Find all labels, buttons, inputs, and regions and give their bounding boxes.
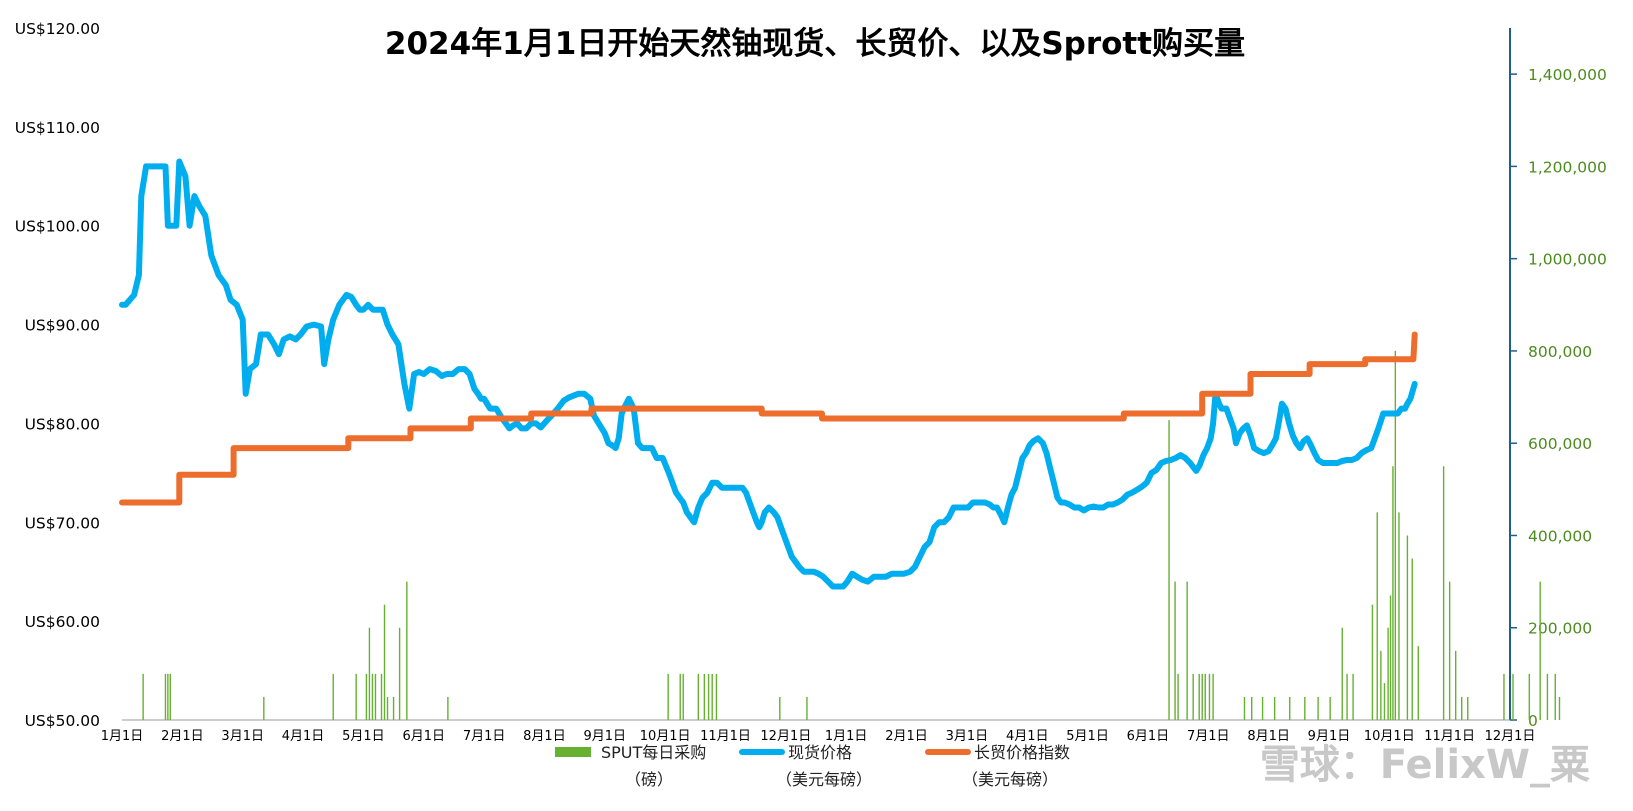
x-tick-label: 6月1日 [1127, 729, 1170, 744]
x-tick-label: 9月1日 [584, 729, 627, 744]
x-tick-label: 2月1日 [161, 729, 204, 744]
legend: SPUT每日采购 （磅） 现货价格 （美元每磅） 长贸价格指数 （美元每磅） [555, 743, 1070, 789]
x-tick-label: 8月1日 [1247, 729, 1290, 744]
y2-tick-label: 1,200,000 [1528, 158, 1607, 176]
x-tick-label: 7月1日 [1187, 729, 1230, 744]
x-tick-label: 2月1日 [885, 729, 928, 744]
y-tick-label: US$100.00 [15, 218, 100, 236]
x-tick-label: 5月1日 [342, 729, 385, 744]
y2-tick-label: 600,000 [1528, 435, 1592, 453]
legend-swatch-sput [555, 747, 591, 757]
left-axis-ticks: US$50.00 US$60.00 US$70.00 US$80.00 US$90.00… [15, 20, 100, 730]
y-tick-label: US$90.00 [25, 317, 100, 335]
y2-tick-label: 800,000 [1528, 343, 1592, 361]
y2-tick-label: 1,400,000 [1528, 66, 1607, 84]
y-tick-label: US$60.00 [25, 613, 100, 631]
y2-tick-label: 200,000 [1528, 620, 1592, 638]
x-tick-label: 10月1日 [1364, 729, 1415, 744]
y2-tick-label: 400,000 [1528, 527, 1592, 545]
x-tick-label: 1月1日 [825, 729, 868, 744]
x-tick-label: 11月1日 [700, 729, 751, 744]
legend-label: 长贸价格指数 [974, 743, 1070, 762]
x-tick-label: 9月1日 [1308, 729, 1351, 744]
x-tick-label: 5月1日 [1066, 729, 1109, 744]
legend-label: 现货价格 [788, 743, 852, 762]
x-tick-label: 4月1日 [282, 729, 325, 744]
x-tick-label: 1月1日 [101, 729, 144, 744]
x-tick-label: 4月1日 [1006, 729, 1049, 744]
y2-tick-label: 1,000,000 [1528, 251, 1607, 269]
y-tick-label: US$70.00 [25, 514, 100, 532]
sput-bars [142, 350, 1561, 720]
legend-unit: （美元每磅） [962, 770, 1058, 789]
x-tick-label: 6月1日 [402, 729, 445, 744]
legend-unit: （美元每磅） [776, 770, 872, 789]
y2-tick-label: 0 [1528, 712, 1538, 730]
x-axis-ticks: 1月1日 2月1日 3月1日 4月1日 5月1日 6月1日 7月1日 8月1日 9月1日 10月1… [101, 729, 1536, 744]
y-tick-label: US$80.00 [25, 415, 100, 433]
x-tick-label: 10月1日 [640, 729, 691, 744]
x-tick-label: 12月1日 [1485, 729, 1536, 744]
y-tick-label: US$110.00 [15, 119, 100, 137]
y-tick-label: US$50.00 [25, 712, 100, 730]
spot-price-line [119, 158, 1418, 590]
x-tick-label: 12月1日 [760, 729, 811, 744]
y-tick-label: US$120.00 [15, 20, 100, 38]
right-axis-ticks: 0 200,000 400,000 600,000 800,000 1,000,000 1,… [1510, 66, 1607, 730]
x-tick-label: 3月1日 [221, 729, 264, 744]
series-lines [119, 158, 1418, 590]
legend-label: SPUT每日采购 [601, 743, 706, 762]
legend-unit: （磅） [625, 770, 673, 789]
x-tick-label: 3月1日 [946, 729, 989, 744]
x-tick-label: 7月1日 [463, 729, 506, 744]
watermark: 雪球：FelixW_粟 [1260, 742, 1590, 788]
term-price-line [119, 331, 1418, 506]
x-tick-label: 8月1日 [523, 729, 566, 744]
x-tick-label: 11月1日 [1424, 729, 1475, 744]
chart-title: 2024年1月1日开始天然铀现货、长贸价、以及Sprott购买量 [385, 26, 1245, 62]
